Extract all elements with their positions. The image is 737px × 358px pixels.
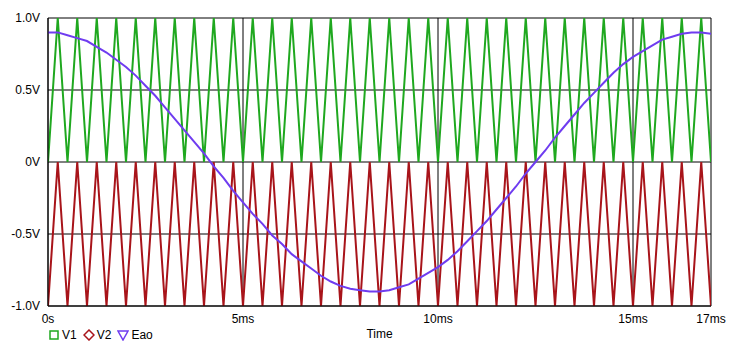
svg-text:5ms: 5ms: [232, 312, 255, 326]
svg-text:1.0V: 1.0V: [15, 11, 40, 25]
html-text:Time: Time: [366, 327, 393, 341]
svg-text:0s: 0s: [42, 312, 55, 326]
svg-text:0V: 0V: [25, 155, 40, 169]
svg-text:17ms: 17ms: [696, 312, 725, 326]
svg-text:-1.0V: -1.0V: [11, 299, 40, 313]
svg-text:15ms: 15ms: [618, 312, 647, 326]
svg-text:10ms: 10ms: [423, 312, 452, 326]
html-text:V1: V1: [62, 327, 77, 342]
svg-text:-0.5V: -0.5V: [11, 227, 40, 241]
html-text:Eao: Eao: [131, 327, 153, 342]
svg-text:0.5V: 0.5V: [15, 83, 40, 97]
html-text:V2: V2: [96, 327, 112, 342]
